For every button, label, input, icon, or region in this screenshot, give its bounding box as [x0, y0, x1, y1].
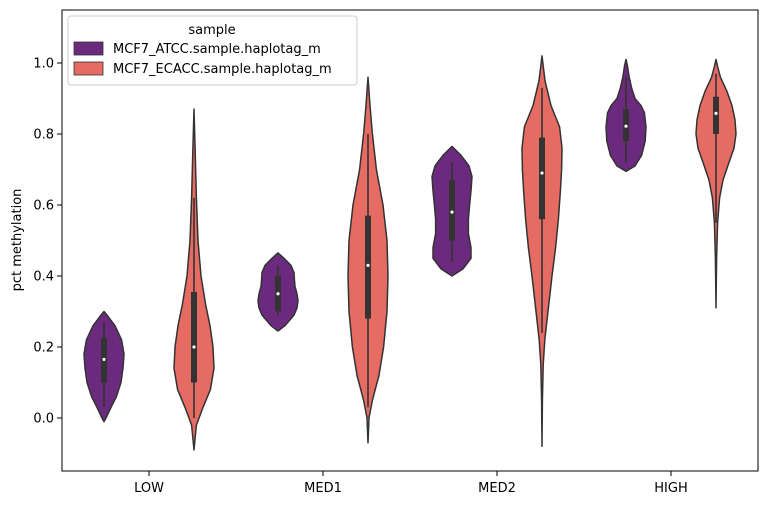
violin-median-dot	[276, 292, 280, 296]
legend-swatch-ecacc	[73, 61, 104, 76]
axes-frame	[61, 9, 759, 472]
legend-title: sample	[188, 23, 235, 38]
y-tick-label: 1.0	[33, 57, 54, 72]
violin-iqr-box	[713, 96, 719, 134]
y-axis: 0.0 0.2 0.4 0.6 0.8 1.0	[33, 57, 62, 427]
x-tick-label: LOW	[134, 481, 164, 496]
violin-iqr-box	[365, 215, 371, 319]
violin-median-dot	[624, 124, 628, 128]
x-axis: LOW MED1 MED2 HIGH	[134, 471, 688, 496]
violin-iqr-box	[449, 180, 455, 241]
y-axis-label: pct methylation	[10, 189, 25, 292]
legend-frame	[67, 15, 358, 86]
y-tick-label: 0.8	[33, 128, 54, 143]
y-tick-label: 0.0	[33, 412, 54, 427]
violin-iqr-box	[539, 137, 545, 220]
y-tick-label: 0.2	[33, 341, 54, 356]
violin-iqr-box	[191, 291, 197, 383]
y-tick-label: 0.6	[33, 199, 54, 214]
violin-median-dot	[192, 345, 196, 349]
legend-swatch-atcc	[73, 41, 104, 56]
plot-area	[61, 9, 759, 472]
violin-median-dot	[450, 210, 454, 214]
legend-label-ecacc: MCF7_ECACC.sample.haplotag_m	[113, 62, 332, 77]
violin-median-dot	[540, 171, 544, 175]
x-tick-label: HIGH	[654, 481, 687, 496]
violin-median-dot	[102, 357, 106, 362]
legend-label-atcc: MCF7_ATCC.sample.haplotag_m	[113, 42, 321, 57]
y-tick-label: 0.4	[33, 270, 54, 285]
violin-layer	[83, 55, 737, 451]
x-tick-label: MED1	[304, 481, 342, 496]
violin-median-dot	[714, 111, 718, 116]
legend: sample MCF7_ATCC.sample.haplotag_m MCF7_…	[67, 15, 358, 86]
x-tick-label: MED2	[478, 481, 516, 496]
violin-median-dot	[366, 263, 370, 267]
